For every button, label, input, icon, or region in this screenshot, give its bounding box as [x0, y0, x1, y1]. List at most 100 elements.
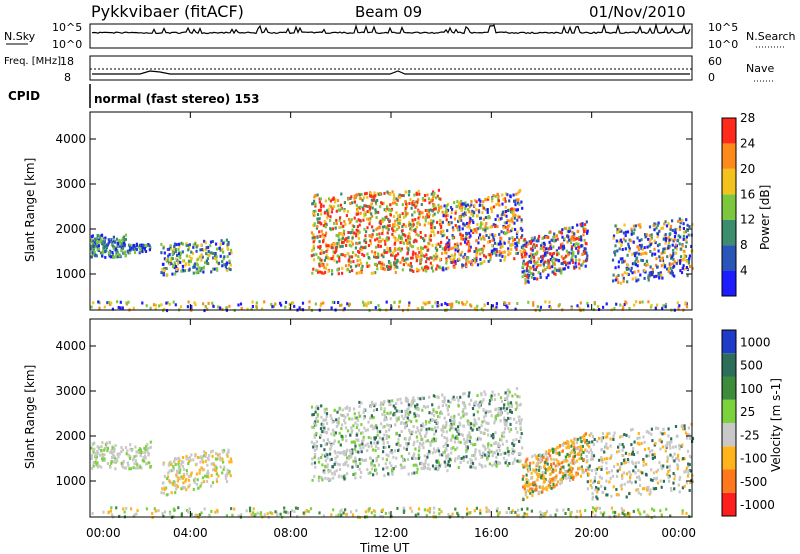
heatmap-cell — [573, 448, 576, 452]
heatmap-cell — [592, 454, 596, 458]
heatmap-cell — [616, 469, 619, 473]
heatmap-cell — [591, 440, 594, 444]
heatmap-cell — [594, 488, 597, 492]
heatmap-cell — [408, 418, 411, 422]
heatmap-cell — [448, 223, 451, 226]
heatmap-cell — [340, 207, 343, 211]
heatmap-cell — [549, 465, 552, 469]
heatmap-cell — [331, 300, 334, 304]
heatmap-cell — [516, 218, 519, 222]
heatmap-cell — [418, 210, 422, 214]
heatmap-cell — [194, 242, 197, 246]
heatmap-cell — [367, 302, 370, 305]
heatmap-cell — [441, 220, 444, 224]
heatmap-cell — [540, 458, 543, 462]
heatmap-cell — [575, 258, 578, 262]
heatmap-cell — [187, 300, 190, 304]
heatmap-cell — [443, 246, 447, 250]
heatmap-cell — [586, 231, 589, 235]
heatmap-cell — [366, 204, 369, 208]
heatmap-cell — [669, 228, 672, 231]
heatmap-cell — [435, 437, 438, 441]
heatmap-cell — [521, 255, 524, 259]
heatmap-cell — [685, 466, 688, 470]
heatmap-cell — [503, 397, 507, 401]
heatmap-cell — [134, 466, 137, 470]
heatmap-cell — [92, 448, 95, 452]
colorbar-tick-label: 20 — [740, 162, 755, 176]
heatmap-cell — [447, 266, 450, 270]
heatmap-cell — [529, 491, 532, 495]
heatmap-cell — [358, 458, 361, 462]
heatmap-cell — [199, 484, 202, 488]
heatmap-cell — [485, 234, 488, 237]
heatmap-cell — [446, 408, 449, 412]
heatmap-cell — [643, 276, 646, 280]
heatmap-cell — [512, 207, 515, 211]
heatmap-cell — [449, 215, 453, 219]
heatmap-cell — [487, 442, 490, 446]
heatmap-cell — [572, 243, 575, 247]
heatmap-cell — [362, 303, 365, 307]
heatmap-cell — [486, 452, 489, 456]
heatmap-cell — [508, 237, 511, 241]
heatmap-cell — [402, 417, 405, 421]
heatmap-cell — [404, 209, 407, 213]
heatmap-cell — [172, 263, 175, 267]
heatmap-cell — [507, 249, 510, 253]
heatmap-cell — [342, 236, 345, 240]
heatmap-cell — [525, 473, 528, 477]
heatmap-cell — [639, 225, 642, 229]
heatmap-cell — [578, 306, 581, 310]
heatmap-cell — [667, 222, 670, 226]
heatmap-cell — [325, 431, 328, 435]
heatmap-cell — [401, 233, 404, 236]
heatmap-cell — [348, 417, 351, 421]
heatmap-cell — [109, 255, 112, 259]
heatmap-cell — [482, 206, 486, 210]
heatmap-cell — [203, 309, 206, 313]
heatmap-cell — [498, 203, 501, 207]
heatmap-cell — [346, 456, 349, 460]
heatmap-cell — [579, 436, 582, 440]
heatmap-cell — [173, 244, 176, 248]
heatmap-cell — [140, 466, 143, 470]
heatmap-cell — [340, 475, 344, 479]
heatmap-cell — [469, 426, 472, 430]
heatmap-cell — [425, 260, 428, 264]
heatmap-cell — [522, 498, 525, 502]
heatmap-cell — [562, 267, 565, 271]
heatmap-cell — [443, 398, 446, 402]
heatmap-cell — [642, 458, 645, 461]
heatmap-cell — [404, 414, 407, 418]
heatmap-cell — [500, 438, 503, 442]
heatmap-cell — [572, 477, 575, 481]
heatmap-cell — [215, 477, 218, 481]
heatmap-cell — [255, 301, 258, 305]
heatmap-cell — [215, 469, 218, 473]
heatmap-cell — [348, 409, 351, 412]
heatmap-cell — [432, 204, 435, 208]
heatmap-cell — [593, 302, 596, 306]
heatmap-cell — [460, 199, 463, 203]
heatmap-cell — [350, 240, 353, 244]
heatmap-cell — [313, 235, 316, 239]
heatmap-cell — [463, 441, 466, 445]
heatmap-cell — [537, 270, 540, 274]
station-title: Pykkvibaer (fitACF) — [91, 2, 244, 21]
heatmap-cell — [646, 488, 649, 492]
heatmap-cell — [570, 444, 573, 448]
heatmap-cell — [387, 217, 390, 221]
heatmap-cell — [557, 252, 560, 256]
heatmap-cell — [213, 468, 216, 472]
heatmap-cell — [410, 420, 413, 424]
heatmap-cell — [493, 247, 496, 251]
heatmap-cell — [325, 407, 328, 411]
heatmap-cell — [526, 264, 529, 268]
heatmap-cell — [564, 441, 568, 445]
heatmap-cell — [581, 253, 584, 256]
freq-left-tick-top: 18 — [60, 55, 74, 68]
heatmap-cell — [570, 470, 573, 473]
heatmap-cell — [106, 441, 109, 445]
heatmap-cell — [333, 450, 336, 453]
